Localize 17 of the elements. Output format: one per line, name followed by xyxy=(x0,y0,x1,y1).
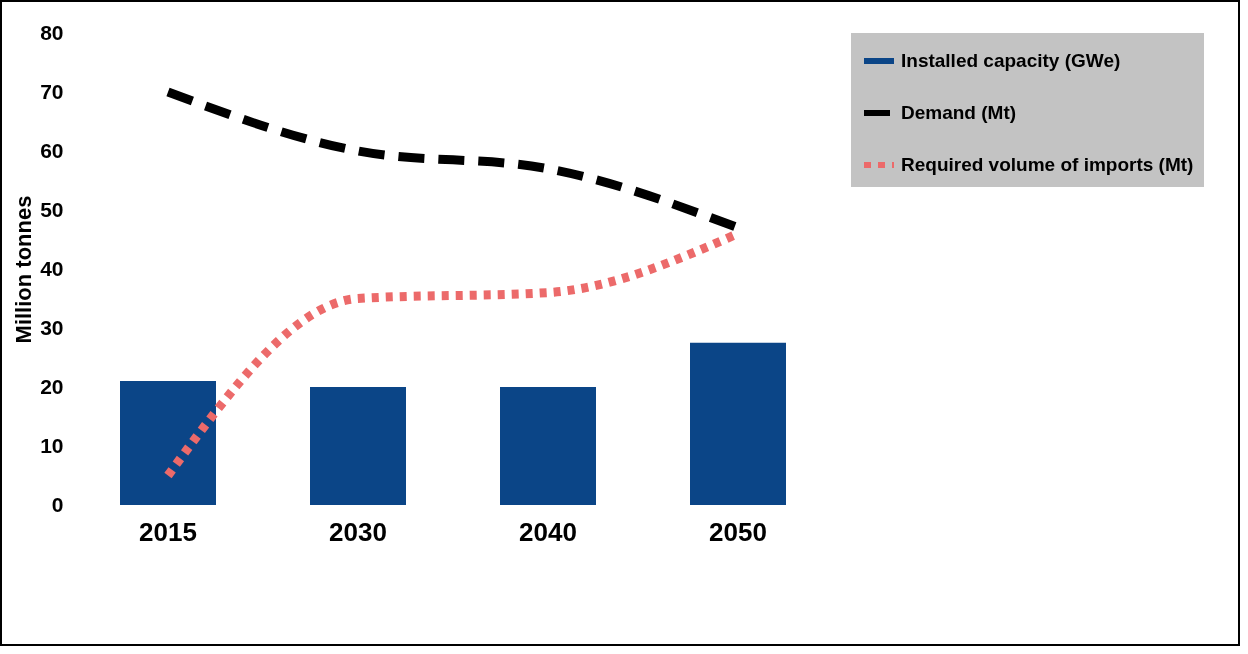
y-tick-label: 30 xyxy=(40,315,64,339)
y-tick-label: 20 xyxy=(40,374,64,398)
y-axis-title: Million tonnes xyxy=(11,195,37,344)
legend-label: Demand (Mt) xyxy=(901,102,1017,123)
x-tick-label: 2050 xyxy=(709,516,767,547)
x-tick-label: 2030 xyxy=(329,516,387,547)
x-tick-label: 2040 xyxy=(519,516,577,547)
legend-label: Required volume of imports (Mt) xyxy=(901,154,1194,175)
y-tick-label: 70 xyxy=(40,79,64,103)
y-tick-label: 60 xyxy=(40,138,64,162)
x-tick-label: 2015 xyxy=(139,516,197,547)
legend-label: Installed capacity (GWe) xyxy=(901,50,1121,71)
y-tick-label: 50 xyxy=(40,197,64,221)
y-tick-label: 0 xyxy=(51,492,64,516)
y-tick-label: 40 xyxy=(40,256,64,280)
y-tick-label: 10 xyxy=(40,433,64,457)
y-tick-label: 80 xyxy=(40,20,64,44)
